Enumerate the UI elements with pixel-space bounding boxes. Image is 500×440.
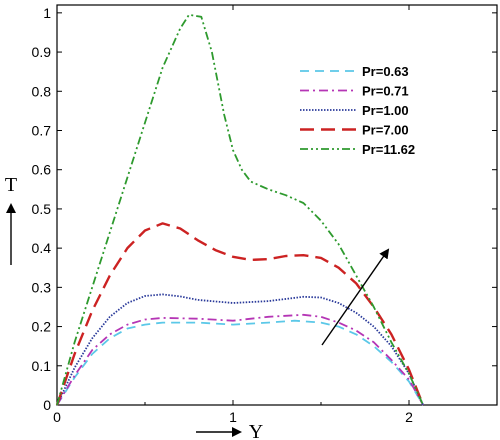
legend-label: Pr=7.00 [362, 123, 409, 138]
y-tick-label: 0.5 [32, 201, 52, 217]
series-line-1 [56, 319, 424, 406]
series-line-4 [55, 222, 425, 406]
y-tick-label: 0.9 [32, 44, 52, 60]
legend-label: Pr=1.00 [362, 103, 409, 118]
ticks-layer: 0 0.1 0.2 0.3 0.4 0.5 0.6 0.7 0.8 0.9 1 0 1 2 [32, 5, 497, 425]
x-axis-label: Y [249, 421, 263, 440]
y-tick-label: 0.2 [32, 319, 52, 335]
series-line-3 [56, 293, 424, 406]
y-tick-label: 0.6 [32, 162, 52, 178]
legend-label: Pr=11.62 [362, 142, 415, 157]
x-tick-label: 1 [229, 409, 237, 425]
legend-label: Pr=0.71 [362, 84, 409, 99]
series-layer [55, 13, 425, 406]
y-tick-label: 1 [43, 5, 51, 21]
trend-arrow [321, 248, 390, 346]
y-tick-label: 0.7 [32, 122, 52, 138]
y-axis-label: T [5, 174, 17, 196]
x-tick-label: 0 [53, 409, 61, 425]
y-tick-label: 0.4 [32, 240, 52, 256]
series-line-2 [56, 313, 424, 406]
y-tick-label: 0 [43, 397, 51, 413]
legend: Pr=0.63 Pr=0.71 Pr=1.00 Pr=7.00 Pr=11.62 [300, 64, 415, 157]
y-tick-label: 0.3 [32, 279, 52, 295]
y-tick-label: 0.1 [32, 358, 52, 374]
series-line-5 [56, 13, 424, 406]
legend-label: Pr=0.63 [362, 64, 409, 79]
plot-frame [56, 4, 498, 406]
x-tick-label: 2 [405, 409, 413, 425]
y-tick-label: 0.8 [32, 83, 52, 99]
